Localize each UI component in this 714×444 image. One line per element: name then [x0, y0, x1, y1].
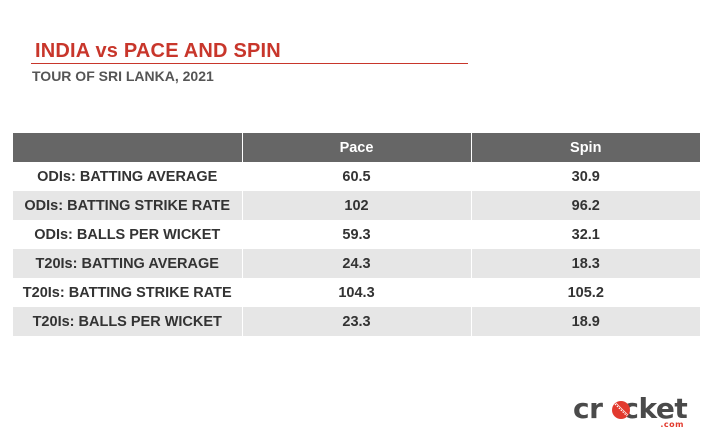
row-metric-label: T20Is: BALLS PER WICKET	[13, 307, 243, 336]
table-row: T20Is: BATTING AVERAGE 24.3 18.3	[13, 249, 700, 278]
row-metric-label: T20Is: BATTING STRIKE RATE	[13, 278, 243, 307]
logo-wordmark: cr cket	[573, 392, 688, 425]
logo-word-end: cket	[622, 392, 688, 425]
pace-value: 23.3	[242, 307, 472, 336]
spin-value: 18.9	[471, 307, 700, 336]
page-title: INDIA vs PACE AND SPIN	[35, 40, 281, 62]
pace-value: 102	[242, 191, 472, 220]
row-metric-label: ODIs: BATTING AVERAGE	[13, 162, 243, 191]
column-header-pace: Pace	[242, 133, 472, 162]
table-header-row: Pace Spin	[13, 133, 700, 162]
table-row: T20Is: BALLS PER WICKET 23.3 18.9	[13, 307, 700, 336]
cricket-ball-icon	[612, 401, 630, 419]
spin-value: 105.2	[567, 284, 604, 301]
spin-value: 30.9	[571, 168, 600, 185]
spin-value: 32.1	[571, 226, 600, 243]
stats-table: Pace Spin ODIs: BATTING AVERAGE 60.5 30.…	[13, 133, 700, 336]
cricket-com-logo: cr cket .com	[572, 394, 688, 434]
row-metric-label: ODIs: BATTING STRIKE RATE	[13, 191, 243, 220]
table-row: ODIs: BATTING AVERAGE 60.5 30.9	[13, 162, 700, 191]
title-underline	[31, 63, 468, 64]
spin-value: 18.3	[471, 249, 700, 278]
table-row: ODIs: BALLS PER WICKET 59.3 32.1	[13, 220, 700, 249]
pace-value: 104.3	[242, 278, 472, 307]
logo-domain-suffix: .com	[660, 420, 684, 429]
table-row: T20Is: BATTING STRIKE RATE 104.3 105.2	[13, 278, 700, 307]
pace-value: 60.5	[242, 162, 472, 191]
row-metric-label: ODIs: BALLS PER WICKET	[13, 220, 243, 249]
pace-value: 59.3	[242, 220, 472, 249]
logo-word-start: cr	[573, 392, 603, 425]
row-metric-label: T20Is: BATTING AVERAGE	[13, 249, 243, 278]
column-header-spin: Spin	[471, 133, 700, 162]
spin-value: 96.2	[471, 191, 700, 220]
table-row: ODIs: BATTING STRIKE RATE 102 96.2	[13, 191, 700, 220]
column-header-metric	[13, 133, 243, 162]
pace-value: 24.3	[242, 249, 472, 278]
page-subtitle: TOUR OF SRI LANKA, 2021	[32, 68, 214, 84]
